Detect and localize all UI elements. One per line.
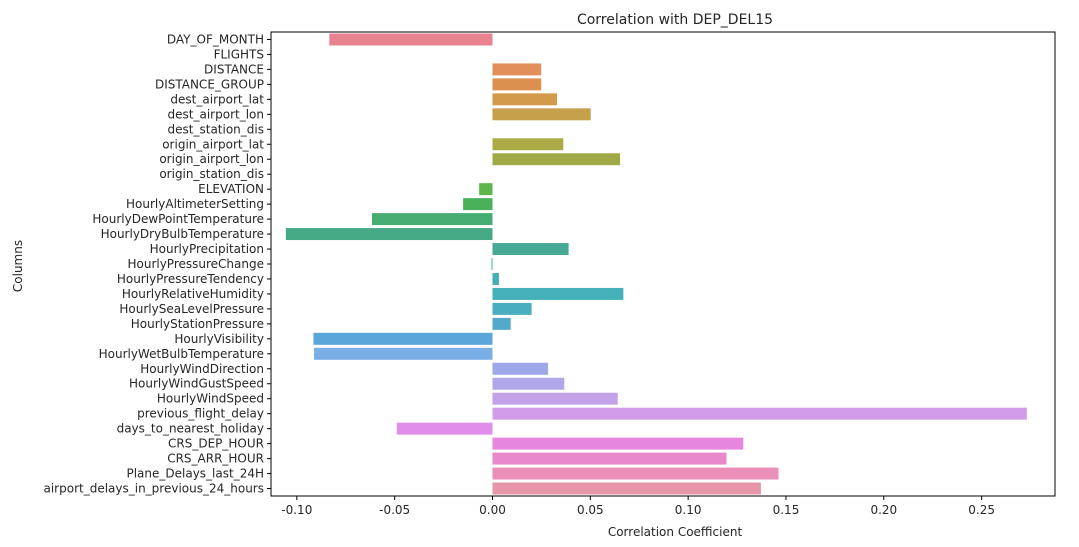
bar	[491, 258, 493, 270]
bar	[492, 467, 779, 480]
x-tick-label: -0.05	[379, 503, 410, 517]
x-tick-label: 0.20	[870, 503, 897, 517]
y-tick-label: dest_airport_lon	[168, 107, 264, 121]
y-tick-label: HourlyVisibility	[174, 332, 264, 346]
y-tick-label: dest_station_dis	[168, 122, 264, 136]
y-tick-label: HourlySeaLevelPressure	[119, 302, 264, 316]
bar	[492, 482, 761, 495]
y-axis-label: Columns	[11, 240, 25, 292]
y-tick-label: origin_airport_lat	[162, 137, 264, 151]
x-tick-label: -0.10	[281, 503, 312, 517]
x-tick-label: 0.25	[968, 503, 995, 517]
bar	[492, 93, 558, 106]
y-tick-label: HourlyWindGustSpeed	[129, 377, 264, 391]
bar	[492, 362, 549, 375]
y-tick-label: DAY_OF_MONTH	[167, 32, 264, 46]
bar	[492, 108, 591, 121]
bar	[479, 183, 493, 196]
y-tick-label: Plane_Delays_last_24H	[126, 467, 264, 481]
y-tick-label: DISTANCE_GROUP	[155, 77, 264, 91]
bar	[492, 302, 532, 315]
y-tick-label: previous_flight_delay	[137, 407, 264, 421]
y-tick-label: airport_delays_in_previous_24_hours	[43, 482, 264, 496]
bar	[492, 153, 621, 166]
bar	[396, 422, 493, 435]
bar	[492, 243, 569, 256]
bar	[492, 452, 727, 465]
y-tick-label: dest_airport_lat	[170, 92, 264, 106]
bar	[492, 437, 744, 450]
bar	[463, 198, 493, 211]
plot-frame	[270, 31, 1056, 497]
bar	[492, 317, 511, 330]
y-tick-label: HourlyPressureTendency	[117, 272, 264, 286]
y-tick-label: days_to_nearest_holiday	[117, 422, 264, 436]
bar	[313, 332, 493, 345]
y-tick-label: HourlyWetBulbTemperature	[99, 347, 264, 361]
y-tick-label: HourlyDewPointTemperature	[92, 212, 264, 226]
y-tick-label: HourlyRelativeHumidity	[122, 287, 264, 301]
x-tick-label: 0.10	[675, 503, 702, 517]
bar	[492, 377, 565, 390]
y-tick-label: HourlyPrecipitation	[150, 242, 264, 256]
x-tick-label: 0.15	[773, 503, 800, 517]
y-tick-label: HourlyWindDirection	[140, 362, 264, 376]
bar	[492, 78, 542, 91]
bar	[492, 272, 499, 285]
bar	[285, 228, 493, 241]
y-tick-label: origin_station_dis	[159, 167, 264, 181]
bar	[492, 392, 618, 405]
x-ticks: -0.10 -0.05 0.00 0.05 0.10 0.15 0.20 0.25	[281, 496, 995, 517]
bar	[371, 213, 493, 226]
bar	[492, 407, 1027, 420]
chart-title: Correlation with DEP_DEL15	[577, 12, 773, 28]
bar	[314, 347, 493, 360]
y-tick-label: CRS_ARR_HOUR	[167, 452, 264, 466]
bars-layer	[285, 33, 1027, 495]
y-tick-label: HourlyStationPressure	[131, 317, 264, 331]
y-tick-label: ELEVATION	[198, 182, 264, 196]
x-axis-label: Correlation Coefficient	[608, 525, 743, 539]
y-tick-label: FLIGHTS	[214, 47, 264, 61]
y-tick-label: DISTANCE	[204, 62, 264, 76]
y-tick-labels: DAY_OF_MONTHFLIGHTSDISTANCEDISTANCE_GROU…	[43, 32, 271, 496]
y-tick-label: CRS_DEP_HOUR	[168, 437, 264, 451]
y-tick-label: HourlyDryBulbTemperature	[101, 227, 264, 241]
y-tick-label: HourlyAltimeterSetting	[126, 197, 264, 211]
y-tick-label: HourlyPressureChange	[127, 257, 264, 271]
x-tick-label: 0.00	[479, 503, 506, 517]
y-tick-label: origin_airport_lon	[159, 152, 264, 166]
y-tick-label: HourlyWindSpeed	[157, 392, 264, 406]
bar	[492, 63, 542, 76]
bar	[329, 33, 493, 46]
x-tick-label: 0.05	[577, 503, 604, 517]
bar	[492, 287, 624, 300]
bar	[492, 138, 564, 151]
